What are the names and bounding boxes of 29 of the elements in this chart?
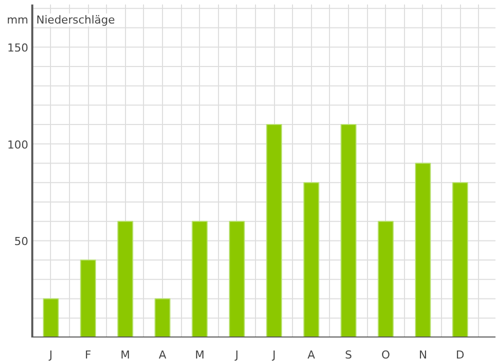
- x-tick-label: D: [456, 348, 464, 362]
- bar: [303, 182, 320, 338]
- bar: [80, 260, 96, 338]
- bar: [452, 182, 468, 338]
- bar: [192, 220, 208, 338]
- bar: [228, 220, 245, 338]
- x-tick-label: A: [308, 348, 316, 362]
- bar: [42, 298, 59, 338]
- bar: [154, 298, 170, 338]
- bar: [415, 162, 431, 338]
- x-tick-label: J: [234, 348, 239, 362]
- x-tick-label: M: [120, 348, 130, 362]
- x-tick-label: F: [84, 348, 92, 362]
- y-tick-label: 100: [7, 138, 28, 152]
- x-tick-label: S: [345, 348, 352, 362]
- x-tick-label: J: [48, 348, 52, 362]
- x-tick-label: J: [271, 348, 276, 362]
- y-tick-label: 50: [14, 235, 28, 248]
- x-tick-label: O: [381, 348, 390, 362]
- x-tick-label: A: [158, 348, 167, 362]
- text: Niederschläge: [36, 14, 116, 26]
- bar: [117, 220, 134, 338]
- x-tick-label: N: [418, 348, 428, 362]
- y-axis-title: mm: [6, 14, 28, 26]
- bar: [340, 124, 356, 338]
- y-tick-label: 150: [7, 42, 28, 55]
- x-tick-label: M: [194, 348, 204, 362]
- bar: [378, 220, 394, 338]
- bar: [266, 124, 282, 338]
